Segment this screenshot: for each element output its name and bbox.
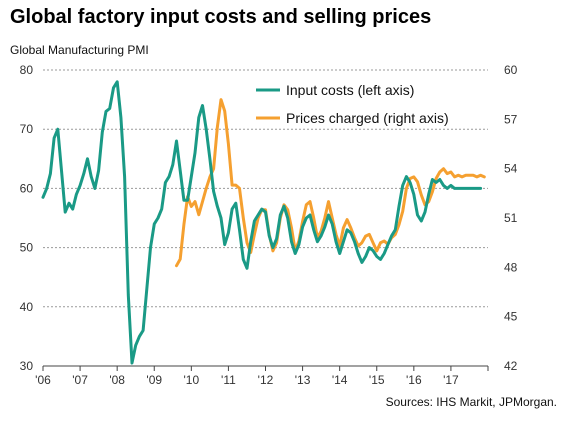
legend: Input costs (left axis) Prices charged (r… bbox=[256, 82, 449, 126]
right-tick-label: 51 bbox=[504, 211, 518, 225]
source-note: Sources: IHS Markit, JPMorgan. bbox=[386, 395, 557, 409]
series-line-input-costs bbox=[41, 80, 483, 365]
left-tick-label: 60 bbox=[20, 181, 34, 195]
right-axis-ticks: 42 45 48 51 54 57 60 bbox=[504, 63, 518, 373]
x-tick-label: '07 bbox=[72, 373, 88, 387]
right-tick-label: 45 bbox=[504, 310, 518, 324]
right-tick-label: 54 bbox=[504, 162, 518, 176]
x-tick-label: '15 bbox=[369, 373, 385, 387]
right-tick-label: 57 bbox=[504, 112, 518, 126]
left-tick-label: 80 bbox=[20, 63, 34, 77]
x-tick-label: '14 bbox=[332, 373, 348, 387]
x-tick-label: '06 bbox=[35, 373, 51, 387]
left-tick-label: 30 bbox=[20, 359, 34, 373]
left-axis-label: Global Manufacturing PMI bbox=[10, 43, 149, 57]
x-tick-label: '16 bbox=[406, 373, 422, 387]
x-tick-label: '08 bbox=[109, 373, 125, 387]
x-tick-label: '11 bbox=[221, 373, 236, 387]
chart-title: Global factory input costs and selling p… bbox=[10, 6, 432, 28]
x-tick-label: '13 bbox=[295, 373, 311, 387]
legend-label: Prices charged (right axis) bbox=[286, 110, 449, 126]
x-tick-label: '17 bbox=[443, 373, 459, 387]
right-tick-label: 48 bbox=[504, 260, 518, 274]
x-tick-label: '10 bbox=[184, 373, 200, 387]
legend-label: Input costs (left axis) bbox=[286, 82, 414, 98]
right-tick-label: 60 bbox=[504, 63, 518, 77]
left-tick-label: 50 bbox=[20, 241, 34, 255]
x-tick-label: '09 bbox=[146, 373, 162, 387]
left-tick-label: 40 bbox=[20, 300, 34, 314]
left-axis-ticks: 30 40 50 60 70 80 bbox=[20, 63, 34, 373]
x-tick-label: '12 bbox=[258, 373, 274, 387]
series-lines bbox=[41, 80, 486, 365]
right-tick-label: 42 bbox=[504, 359, 518, 373]
left-tick-label: 70 bbox=[20, 122, 34, 136]
series-line-prices-charged bbox=[175, 98, 486, 268]
x-axis: '06 '07 '08 '09 '10 '11 '12 '13 '14 '15 '16 '17 bbox=[35, 365, 489, 387]
